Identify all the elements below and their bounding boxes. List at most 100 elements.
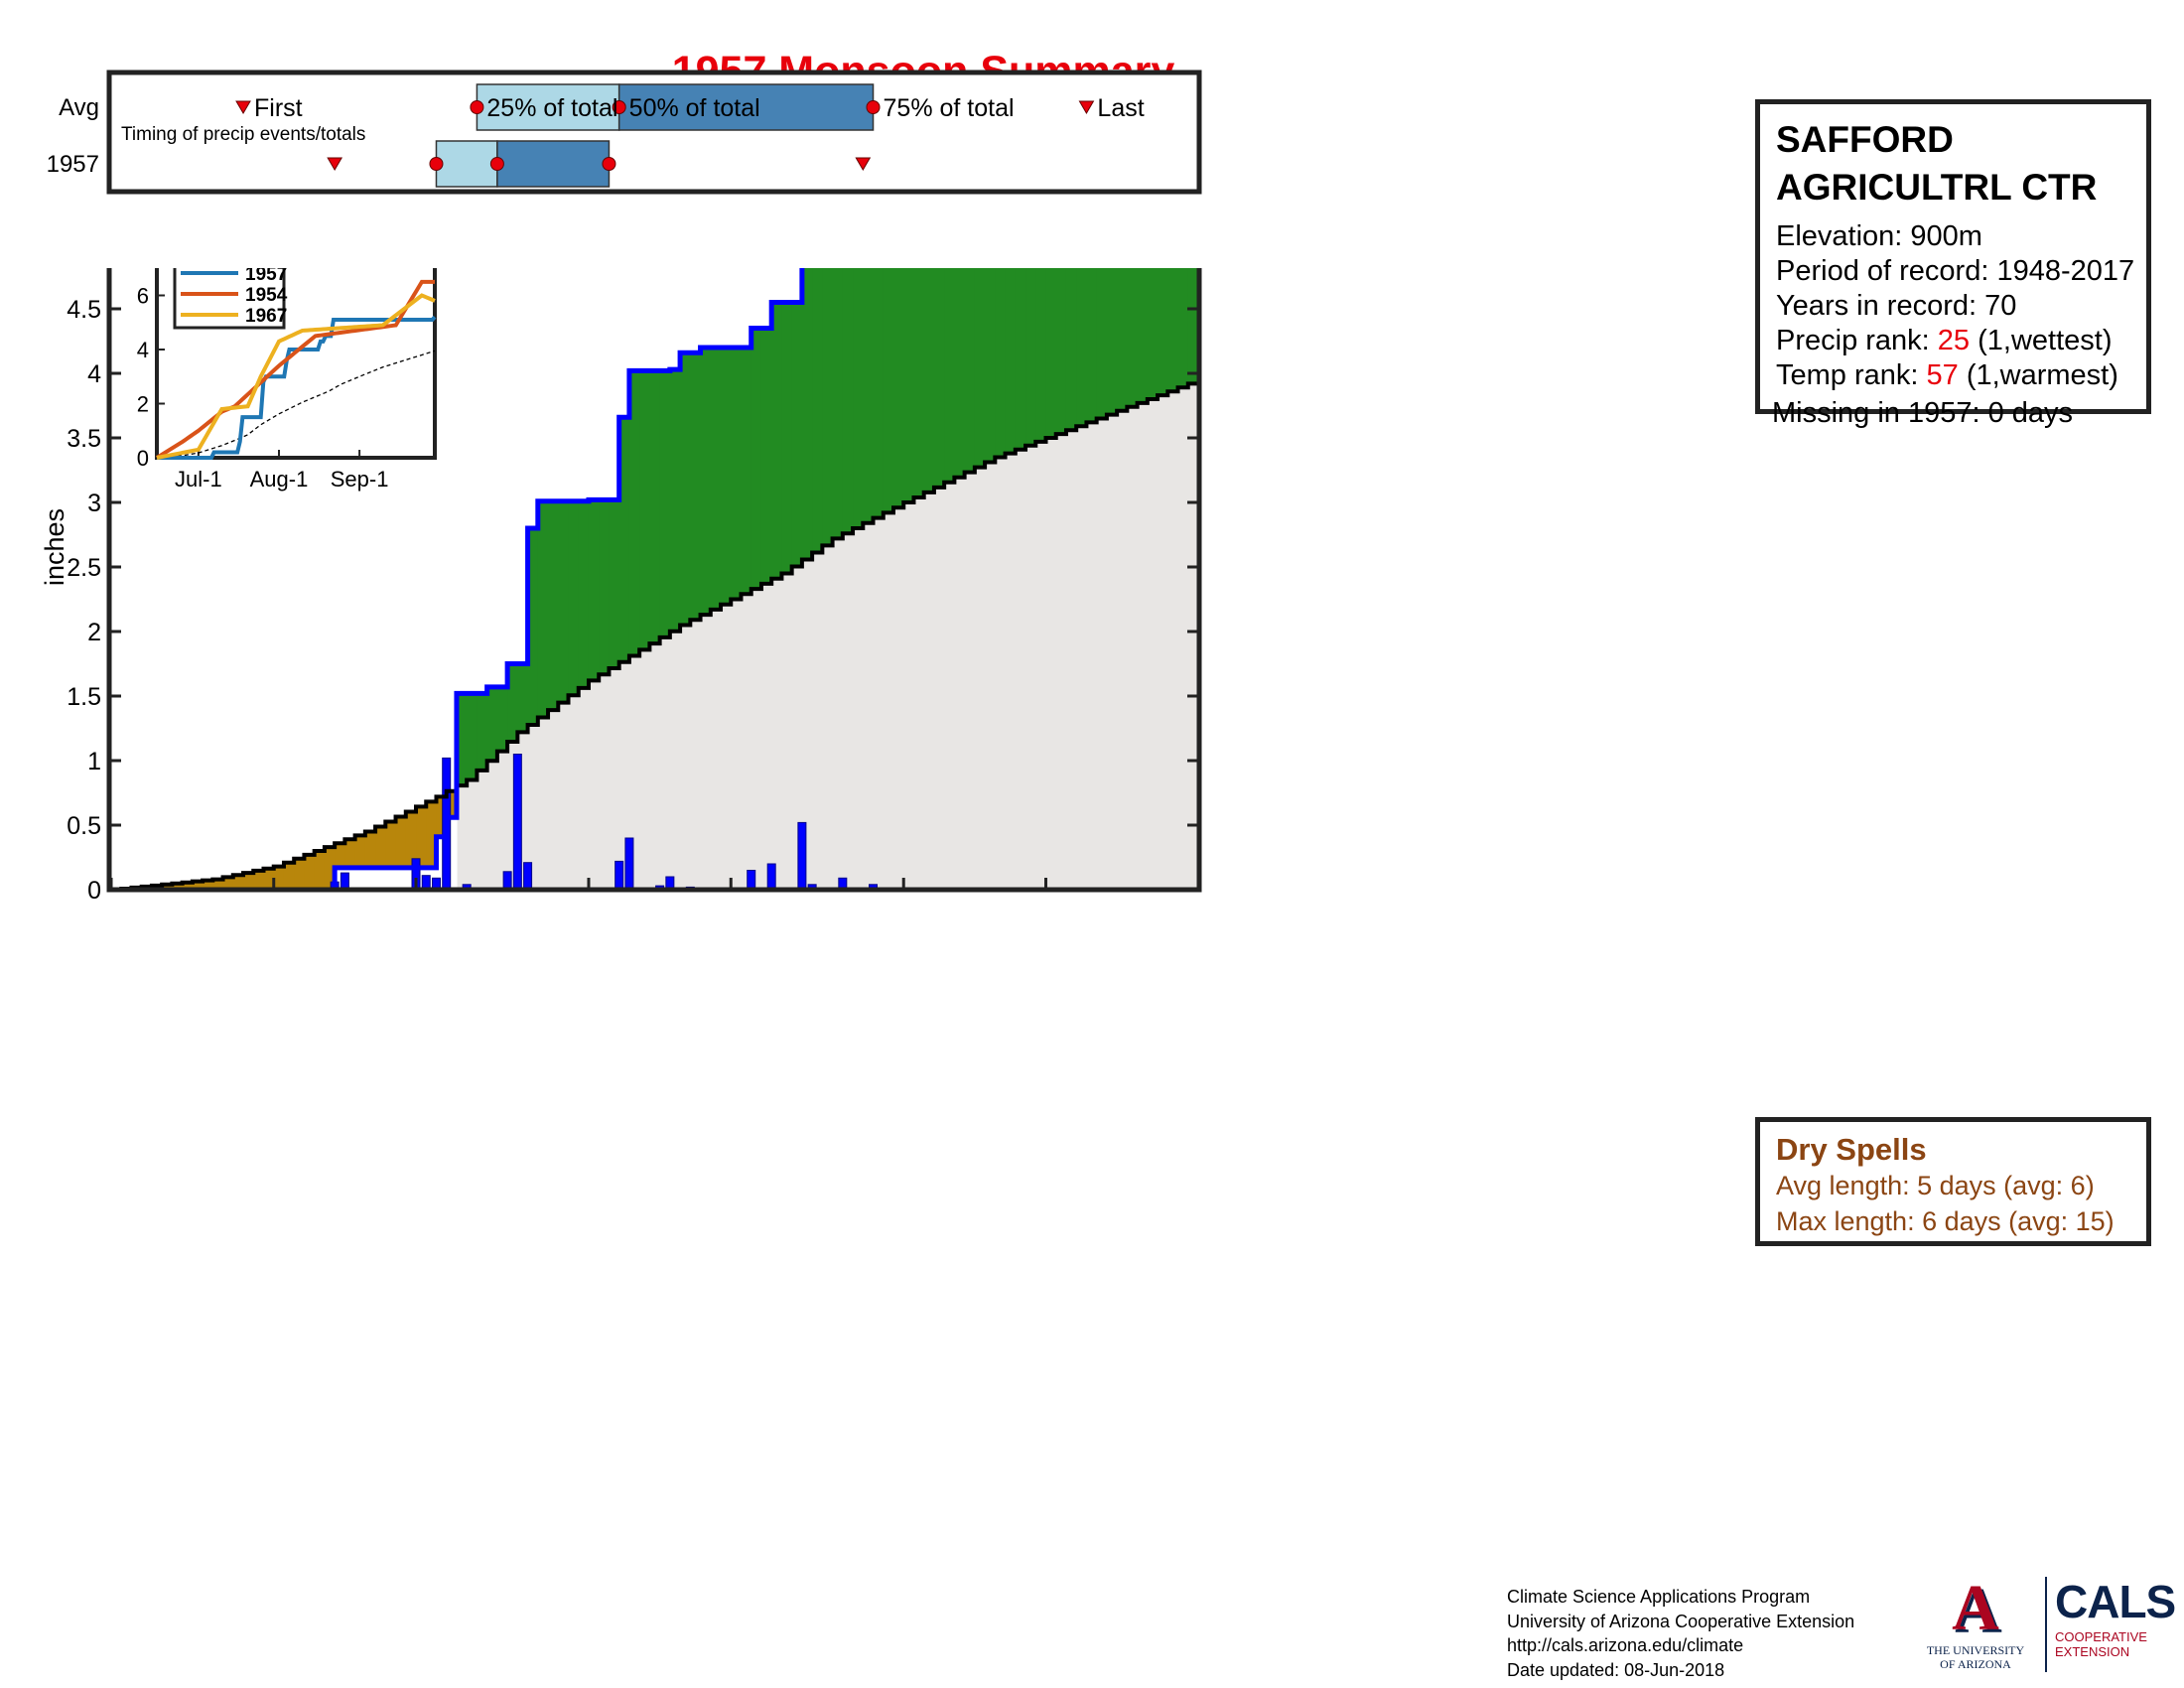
footer-line-4: Date updated: 08-Jun-2018 (1507, 1659, 1725, 1680)
below-obs-fill (385, 867, 397, 890)
surplus-fill (1137, 268, 1149, 403)
surplus-fill (700, 348, 712, 616)
y-tick-label: 4.5 (67, 296, 101, 324)
cals-text: CALS (2055, 1576, 2176, 1627)
surplus-fill (558, 500, 570, 703)
surplus-fill (801, 268, 813, 560)
surplus-fill (853, 268, 864, 529)
below-obs-fill (335, 867, 345, 890)
deficit-fill (263, 868, 275, 890)
surplus-fill (568, 500, 580, 696)
surplus-fill (1086, 268, 1098, 423)
inset-legend-label: 1957 (245, 268, 287, 285)
below-obs-fill (364, 867, 376, 890)
timing-panel: Avg 1957 Timing of precip events/totalsFir… (47, 70, 1202, 195)
surplus-fill (721, 348, 732, 605)
timing-triangle (1078, 100, 1095, 114)
daily-precip-bar (523, 862, 533, 891)
surplus-fill (995, 268, 1007, 458)
below-obs-fill (446, 817, 458, 890)
inset-y-tick-label: 4 (137, 338, 149, 362)
surplus-fill (913, 268, 925, 497)
deficit-fill (446, 790, 458, 818)
surplus-fill (903, 268, 915, 502)
cals-sub1: COOPERATIVE (2055, 1629, 2147, 1644)
surplus-fill (1005, 268, 1017, 454)
dry-spells-box: Dry Spells Avg length: 5 days (avg: 6) M… (1755, 1117, 2151, 1246)
surplus-fill (456, 693, 468, 786)
below-obs-fill (375, 867, 386, 890)
cals-logo: CALS COOPERATIVE EXTENSION (2055, 1574, 2176, 1659)
surplus-fill (964, 268, 976, 473)
station-name-2: AGRICULTRL CTR (1776, 167, 2098, 208)
timing-triangle (327, 157, 343, 171)
dry-avg-length: Avg length: 5 days (avg: 6) (1776, 1171, 2095, 1200)
surplus-fill (659, 370, 671, 637)
inset-x-tick-label: Sep-1 (331, 467, 389, 492)
timing-marker (489, 157, 504, 171)
y-tick-label: 3.5 (67, 425, 101, 453)
deficit-fill (436, 796, 448, 837)
daily-precip-bar (797, 821, 807, 891)
footer-line-3: http://cals.arizona.edu/climate (1507, 1635, 1744, 1655)
surplus-fill (1045, 268, 1057, 438)
y-tick-label: 1 (87, 748, 101, 775)
deficit-fill (405, 811, 417, 868)
station-elevation: Elevation: 900m (1776, 220, 1982, 252)
surplus-fill (649, 370, 661, 644)
station-info-box: SAFFORD AGRICULTRL CTR Elevation: 900m P… (1755, 99, 2151, 414)
surplus-fill (1076, 268, 1088, 427)
surplus-fill (477, 693, 488, 771)
surplus-fill (1096, 268, 1108, 419)
surplus-fill (507, 663, 518, 743)
deficit-fill (273, 866, 285, 890)
deficit-fill (416, 806, 427, 868)
surplus-fill (731, 348, 743, 600)
deficit-fill (203, 880, 213, 890)
surplus-fill (1158, 268, 1168, 396)
timing-triangle (855, 157, 872, 171)
surplus-fill (1035, 268, 1047, 442)
below-average-area (111, 379, 1198, 890)
deficit-fill (344, 839, 356, 868)
deficit-fill (395, 816, 407, 868)
daily-precip-bar (340, 872, 349, 891)
timing-label-q75: 75% of total (884, 94, 1015, 122)
deficit-fill (294, 858, 306, 890)
deficit-fill (243, 873, 254, 890)
station-name-1: SAFFORD (1776, 119, 1954, 160)
surplus-fill (1187, 268, 1199, 384)
surplus-fill (599, 499, 611, 675)
avg-cumulative-line (111, 381, 1198, 892)
surplus-fill (760, 328, 772, 584)
precip-frame (106, 268, 1202, 893)
timing-box-q25-q50 (476, 83, 620, 131)
surplus-fill (609, 499, 620, 668)
surplus-fill (1065, 268, 1077, 431)
deficit-fill (232, 875, 244, 890)
timing-label-q50: 50% of total (629, 94, 760, 122)
surplus-fill (680, 352, 691, 626)
inset-series-line (156, 293, 436, 460)
surplus-fill (628, 370, 640, 656)
timing-label-first: First (254, 94, 303, 122)
y-tick-label: 1.5 (67, 683, 101, 711)
ua-line2: OF ARIZONA (1940, 1657, 2011, 1671)
timing-marker (429, 157, 444, 171)
surplus-fill (1025, 268, 1036, 446)
daily-precip-bar (766, 863, 776, 891)
inset-legend-label: 1954 (245, 285, 288, 306)
timing-marker (602, 157, 616, 171)
precip-chart: 00.511.522.533.544.55inchesDaily total a… (40, 268, 1202, 905)
deficit-fill (172, 883, 184, 890)
surplus-fill (781, 302, 793, 574)
surplus-fill (822, 268, 834, 546)
cals-sub2: EXTENSION (2055, 1644, 2130, 1659)
ua-line1: THE UNIVERSITY (1926, 1643, 2025, 1657)
surplus-fill (669, 369, 681, 632)
logo-divider (2045, 1577, 2047, 1672)
surplus-fill (944, 268, 955, 483)
deficit-fill (192, 881, 204, 890)
deficit-fill (426, 801, 438, 868)
inset-legend-box (173, 268, 286, 330)
